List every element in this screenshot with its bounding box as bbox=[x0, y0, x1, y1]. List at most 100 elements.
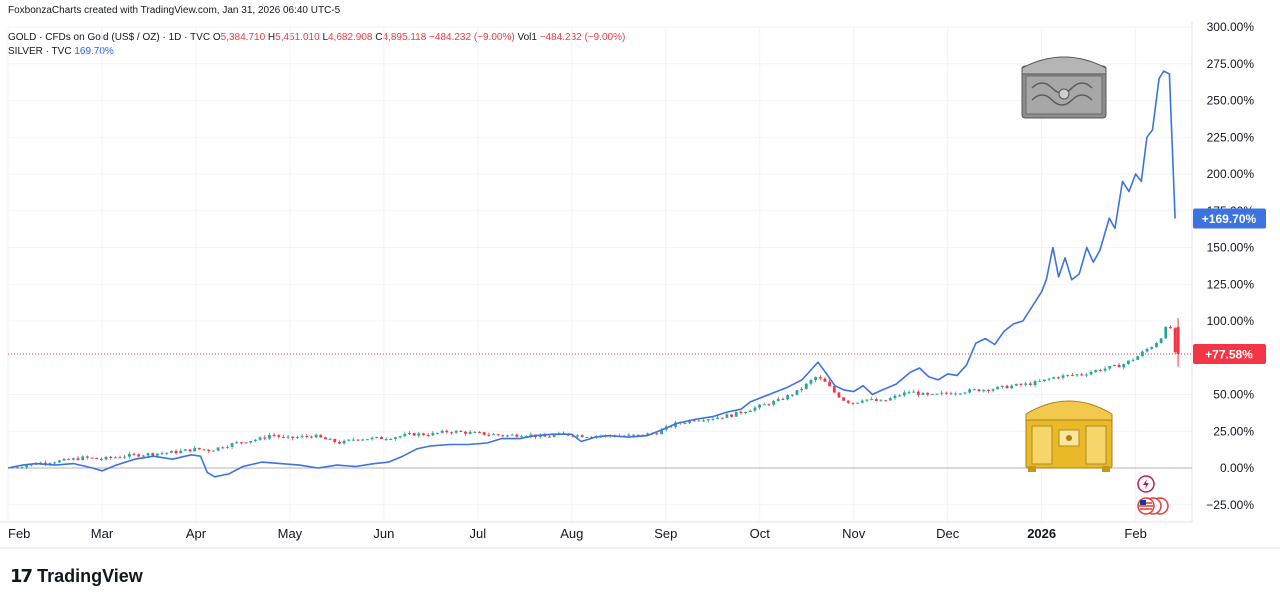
gold-candle bbox=[314, 434, 318, 438]
silver-legend-name: SILVER · TVC bbox=[8, 46, 72, 57]
gold-candle bbox=[515, 434, 519, 437]
gold-candle bbox=[403, 433, 407, 437]
gold-candle bbox=[496, 434, 500, 436]
x-tick-label: Sep bbox=[654, 526, 677, 541]
gold-change: −484.232 (−9.00%) bbox=[429, 32, 515, 43]
gold-candle bbox=[758, 404, 762, 408]
gold-candle bbox=[935, 393, 939, 395]
us-flag-event-icon[interactable] bbox=[1137, 497, 1169, 515]
y-tick-label: 250.00% bbox=[1207, 94, 1255, 108]
gold-candle bbox=[851, 402, 855, 404]
gold-vol-label: Vol1 bbox=[517, 32, 537, 43]
x-axis[interactable]: Feb Mar Apr May Jun Jul Aug Sep Oct Nov Dec 2026 Feb bbox=[8, 526, 1147, 541]
gold-candle bbox=[963, 392, 967, 394]
gold-candle bbox=[137, 454, 141, 457]
gold-candle bbox=[804, 383, 808, 389]
tradingview-logo-icon: 17 bbox=[10, 566, 33, 587]
gold-candle bbox=[347, 439, 351, 441]
lightning-event-icon[interactable] bbox=[1137, 475, 1155, 493]
gold-candle bbox=[95, 457, 99, 459]
gold-last-value-badge-text: +77.58% bbox=[1205, 347, 1253, 361]
gold-candle bbox=[692, 420, 696, 422]
gold-candle bbox=[1014, 383, 1018, 386]
gold-candle bbox=[879, 400, 883, 402]
y-axis[interactable]: 300.00%275.00%250.00%225.00%200.00%175.0… bbox=[1206, 20, 1254, 512]
gold-candle bbox=[1028, 383, 1032, 386]
gold-candle bbox=[790, 394, 794, 396]
gold-candle bbox=[916, 391, 920, 395]
gold-candle bbox=[183, 449, 187, 451]
x-tick-label: Dec bbox=[936, 526, 960, 541]
y-tick-label: 100.00% bbox=[1207, 314, 1255, 328]
gold-candle bbox=[874, 399, 878, 401]
gold-candle bbox=[926, 392, 930, 395]
gold-candle bbox=[828, 381, 832, 387]
gold-candle bbox=[426, 434, 430, 436]
gold-candle bbox=[856, 402, 860, 404]
gold-candle bbox=[930, 393, 934, 395]
gold-candle bbox=[212, 450, 215, 452]
gold-candle bbox=[389, 438, 393, 440]
gold-candle bbox=[697, 420, 701, 422]
x-tick-label: Oct bbox=[750, 526, 771, 541]
tradingview-logo[interactable]: 17 TradingView bbox=[10, 566, 143, 587]
gold-candle bbox=[669, 426, 673, 428]
gold-low-label: L bbox=[322, 32, 328, 43]
gold-candle bbox=[1089, 372, 1093, 375]
gold-candle bbox=[772, 401, 776, 405]
gold-close-label: C bbox=[375, 32, 383, 43]
gold-candle bbox=[1024, 383, 1028, 385]
gold-candle bbox=[1047, 378, 1051, 380]
gold-candle bbox=[529, 434, 533, 436]
gold-candle bbox=[520, 436, 523, 438]
gold-candle bbox=[310, 436, 313, 438]
gold-candle bbox=[1033, 381, 1037, 386]
gold-candle bbox=[954, 393, 958, 395]
gold-candle bbox=[1019, 383, 1023, 385]
gold-candle bbox=[408, 433, 411, 435]
gold-candle bbox=[1066, 374, 1070, 376]
gold-candle bbox=[1108, 366, 1112, 369]
y-tick-label: 0.00% bbox=[1220, 461, 1254, 475]
gold-candle bbox=[277, 435, 281, 437]
gold-candle bbox=[884, 400, 888, 402]
gold-candle bbox=[739, 411, 743, 414]
y-tick-label: 300.00% bbox=[1207, 20, 1255, 34]
gold-candle bbox=[338, 441, 341, 444]
gold-candle bbox=[352, 439, 355, 441]
gold-candle bbox=[893, 395, 897, 399]
gold-open-label: O bbox=[212, 32, 221, 43]
gold-candle bbox=[104, 456, 108, 460]
gold-candle bbox=[1136, 356, 1140, 360]
gold-candle bbox=[464, 431, 467, 434]
gold-candle bbox=[226, 446, 229, 448]
gold-candle bbox=[235, 442, 239, 444]
gold-candle bbox=[450, 432, 453, 434]
gold-candle bbox=[240, 442, 243, 444]
x-tick-label: 2026 bbox=[1027, 526, 1056, 541]
gold-candle bbox=[814, 377, 818, 381]
gold-candle bbox=[230, 443, 234, 447]
x-tick-label: May bbox=[278, 526, 303, 541]
gold-candle bbox=[67, 458, 71, 460]
gold-candle bbox=[487, 434, 491, 436]
gold-candle bbox=[590, 436, 593, 438]
gold-candle bbox=[478, 431, 481, 433]
gold-candle bbox=[753, 407, 757, 411]
gold-candle bbox=[576, 435, 579, 437]
gold-candle bbox=[1164, 326, 1168, 339]
gold-candle bbox=[1084, 374, 1088, 376]
gold-legend-row[interactable]: GOLD · CFDs on Gold (US$ / OZ) · 1D · TV… bbox=[8, 31, 625, 45]
gold-candle bbox=[15, 467, 19, 469]
gold-candle bbox=[1052, 377, 1056, 379]
gold-candle bbox=[748, 410, 752, 413]
gold-candle bbox=[1056, 377, 1060, 379]
gold-candle bbox=[543, 434, 547, 437]
gold-low-value: 4,682.908 bbox=[328, 32, 373, 43]
silver-legend-row[interactable]: SILVER · TVC 169.70% bbox=[8, 45, 625, 59]
gold-candle bbox=[571, 435, 575, 437]
gold-high-value: 5,451.010 bbox=[275, 32, 320, 43]
gold-candle bbox=[268, 434, 271, 439]
gold-candle bbox=[818, 377, 822, 379]
